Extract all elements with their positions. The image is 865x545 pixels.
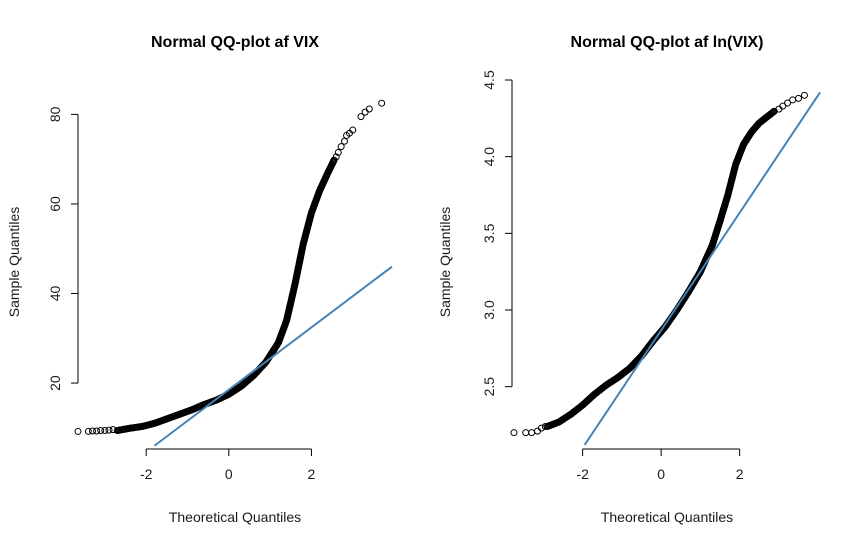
vix-y-tick-label: 60 [47,196,63,212]
ln-vix-data-point [769,109,777,117]
ln-vix-data-point [541,423,549,431]
ln-vix-data-point [795,94,803,102]
ln-vix-data-points [510,91,808,437]
ln-vix-data-point [534,427,542,435]
ln-vix-data-point [769,108,777,116]
vix-x-tick-label: -2 [140,466,153,482]
ln-vix-x-tick-label: -2 [576,466,589,482]
ln-vix-y-tick-label: 3.5 [481,223,497,243]
ln-vix-data-point [528,429,536,437]
ln-vix-qq-line [583,91,821,446]
vix-data-point [334,148,342,156]
vix-data-point [337,143,345,151]
vix-data-point [74,427,82,435]
vix-data-point [357,113,365,121]
vix-data-point [101,427,109,435]
vix-axes: -2 0 2 20 40 60 80 [47,106,316,482]
ln-vix-axes: -2 0 2 2.5 3.0 3.5 4.0 4.5 [481,70,744,482]
vix-y-axis-label: Sample Quantiles [6,207,22,318]
ln-vix-y-tick-label: 3.0 [481,300,497,320]
ln-vix-y-tick-label: 2.5 [481,377,497,397]
vix-data-points [74,99,386,435]
vix-data-point [105,426,113,434]
ln-vix-data-point [779,102,787,110]
vix-qq-line [153,265,393,447]
ln-vix-x-axis-label: Theoretical Quantiles [601,509,733,525]
ln-vix-x-tick-label: 0 [657,466,665,482]
ln-vix-data-point [510,429,518,437]
vix-qq-line-group [153,265,393,447]
ln-vix-data-point [784,99,792,107]
vix-qq-title: Normal QQ-plot af VIX [151,34,319,51]
ln-vix-y-tick-label: 4.0 [481,147,497,167]
vix-data-point [93,427,101,435]
vix-y-tick-label: 20 [47,375,63,391]
vix-y-tick-label: 80 [47,106,63,122]
vix-x-tick-label: 0 [225,466,233,482]
vix-data-point [378,99,386,107]
vix-data-point [97,427,105,435]
ln-vix-x-tick-label: 2 [736,466,744,482]
vix-x-tick-label: 2 [308,466,316,482]
ln-vix-data-point [537,424,545,432]
ln-vix-data-point [800,91,808,99]
ln-vix-y-tick-label: 4.5 [481,70,497,90]
vix-data-point [109,426,117,434]
ln-vix-data-point [522,429,530,437]
ln-vix-qq-panel: Normal QQ-plot af ln(VIX) Theoretical Qu… [437,34,821,525]
ln-vix-qq-title: Normal QQ-plot af ln(VIX) [571,34,764,51]
vix-data-point [361,108,369,116]
vix-data-point [84,427,92,435]
vix-data-point [349,126,357,134]
ln-vix-data-point [789,96,797,104]
vix-x-axis-label: Theoretical Quantiles [169,509,301,525]
ln-vix-y-axis-label: Sample Quantiles [437,207,453,318]
ln-vix-qq-line-group [583,91,821,446]
vix-data-point [340,137,348,145]
vix-data-point [365,105,373,113]
vix-y-tick-label: 40 [47,286,63,302]
vix-data-point [88,427,96,435]
vix-data-point [332,153,340,161]
vix-qq-panel: Normal QQ-plot af VIX Theoretical Quanti… [6,34,393,525]
